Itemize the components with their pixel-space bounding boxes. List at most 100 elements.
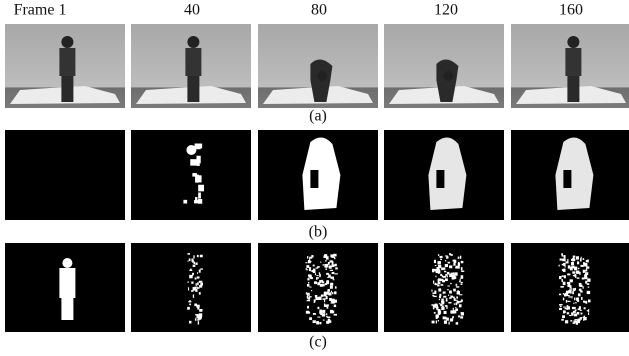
edge-speck bbox=[580, 318, 582, 319]
edge-speck bbox=[308, 274, 311, 276]
edge-speck bbox=[436, 314, 439, 317]
edge-speck bbox=[457, 300, 458, 301]
edge-speck bbox=[305, 262, 307, 263]
edge-speck bbox=[559, 304, 562, 305]
edge-speck bbox=[319, 272, 320, 274]
edge-speck bbox=[560, 259, 563, 261]
edge-speck bbox=[323, 320, 325, 321]
edge-speck bbox=[440, 256, 443, 258]
edge-speck bbox=[320, 262, 321, 263]
edge-speck bbox=[445, 264, 448, 267]
edge-speck bbox=[461, 283, 463, 285]
edge-speck bbox=[307, 297, 309, 298]
edge-speck bbox=[189, 300, 191, 302]
edge-speck bbox=[562, 258, 565, 261]
edge-speck bbox=[193, 255, 194, 258]
edge-speck bbox=[449, 274, 452, 277]
edge-speck bbox=[436, 306, 438, 309]
edge-speck bbox=[580, 265, 583, 267]
edge-speck bbox=[567, 273, 570, 275]
edge-speck bbox=[453, 263, 455, 266]
edge-speck bbox=[199, 281, 201, 283]
edge-speck bbox=[579, 283, 582, 286]
edge-speck bbox=[333, 279, 335, 280]
edge-speck bbox=[307, 278, 309, 280]
edge-speck bbox=[585, 281, 587, 284]
edge-speck bbox=[563, 298, 564, 301]
edge-speck bbox=[445, 260, 446, 261]
edge-speck bbox=[571, 259, 572, 261]
edge-speck bbox=[434, 269, 437, 272]
edge-speck bbox=[449, 297, 450, 299]
edge-speck bbox=[192, 275, 193, 276]
edge-speck bbox=[431, 290, 432, 292]
edge-speck bbox=[450, 295, 451, 298]
edge-speck bbox=[325, 260, 326, 261]
edge-speck bbox=[307, 306, 309, 309]
edge-speck bbox=[307, 293, 310, 296]
edge-speck bbox=[448, 302, 451, 304]
mask-blob bbox=[186, 145, 196, 155]
edge-speck bbox=[330, 286, 333, 289]
edge-speck bbox=[461, 271, 464, 272]
edge-speck bbox=[460, 256, 461, 259]
edge-speck bbox=[437, 261, 440, 264]
edge-speck bbox=[197, 272, 198, 274]
edge-speck bbox=[315, 295, 317, 298]
edge-speck bbox=[563, 263, 566, 266]
edge-speck bbox=[585, 272, 588, 275]
edge-speck bbox=[452, 318, 453, 321]
edge-speck bbox=[449, 253, 451, 255]
edge-speck bbox=[317, 282, 320, 285]
edge-speck bbox=[313, 265, 315, 267]
edge-speck bbox=[563, 307, 566, 308]
edge-speck bbox=[187, 307, 190, 310]
edge-speck bbox=[309, 317, 312, 320]
mask-blob bbox=[198, 192, 201, 198]
edge-speck bbox=[453, 289, 456, 292]
edge-speck bbox=[326, 313, 327, 315]
edge-speck bbox=[320, 280, 321, 282]
edge-speck bbox=[562, 269, 564, 271]
edge-speck bbox=[559, 265, 560, 267]
edge-speck bbox=[577, 261, 579, 264]
edge-speck bbox=[565, 320, 568, 323]
edge-speck bbox=[571, 312, 573, 315]
edge-speck bbox=[326, 273, 328, 275]
edge-speck bbox=[187, 253, 190, 255]
edge-speck bbox=[438, 265, 441, 268]
edge-speck bbox=[571, 267, 574, 268]
edge-speck bbox=[444, 320, 447, 323]
edge-speck bbox=[561, 253, 563, 255]
edge-speck bbox=[455, 272, 458, 275]
edge-speck bbox=[564, 294, 566, 297]
edge-speck bbox=[456, 322, 459, 324]
edge-speck bbox=[587, 310, 588, 311]
mask-hole bbox=[563, 170, 571, 188]
edge-speck bbox=[325, 283, 327, 285]
edge-speck bbox=[573, 288, 575, 291]
edge-speck bbox=[587, 291, 590, 294]
column-label: Frame 1 bbox=[14, 2, 67, 19]
edge-speck bbox=[326, 296, 328, 299]
edge-speck bbox=[576, 271, 579, 274]
edge-speck bbox=[570, 279, 573, 282]
edge-speck bbox=[588, 309, 589, 312]
edge-speck bbox=[576, 256, 579, 259]
figure: Frame 1 40 80 120 160 (a) (b) (c) bbox=[0, 0, 629, 356]
edge-speck bbox=[310, 277, 313, 279]
edge-speck bbox=[329, 298, 332, 301]
edge-speck bbox=[458, 263, 460, 266]
edge-speck bbox=[187, 281, 188, 282]
edge-speck bbox=[434, 312, 436, 314]
edge-speck bbox=[445, 274, 447, 276]
edge-speck bbox=[560, 306, 562, 307]
edge-speck bbox=[448, 262, 450, 264]
mask-blob bbox=[198, 144, 202, 149]
edge-speck bbox=[461, 312, 462, 315]
edge-speck bbox=[189, 258, 191, 261]
edge-speck bbox=[437, 284, 439, 286]
edge-speck bbox=[583, 317, 585, 319]
edge-speck bbox=[574, 297, 575, 300]
edge-speck bbox=[562, 276, 565, 277]
